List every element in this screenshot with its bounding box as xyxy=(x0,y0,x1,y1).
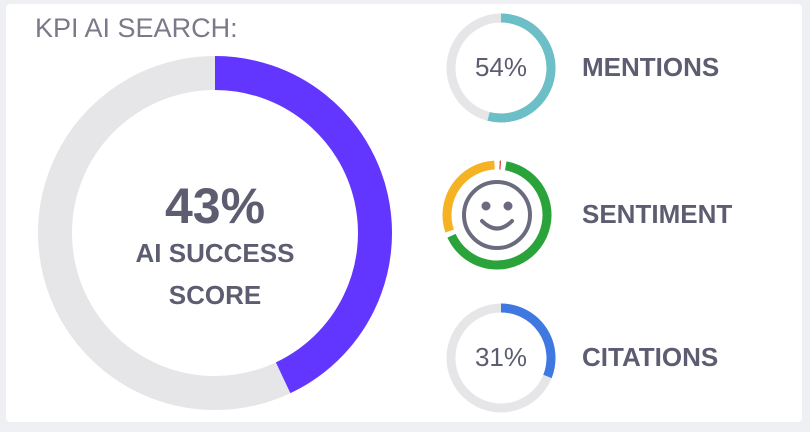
face xyxy=(462,180,532,250)
smile xyxy=(480,219,514,231)
kpi-arc xyxy=(487,13,556,123)
sentiment-segment xyxy=(447,161,552,270)
smiley-icon xyxy=(462,180,532,250)
score-label: SCORE xyxy=(169,280,261,310)
kpi-label: CITATIONS xyxy=(582,342,718,372)
card xyxy=(6,4,802,422)
kpi-value: 54% xyxy=(475,52,527,82)
kpi-label: MENTIONS xyxy=(582,52,719,82)
score-label: AI SUCCESS xyxy=(136,238,295,268)
kpi-arc xyxy=(500,303,556,379)
eye xyxy=(481,201,491,211)
score-arc xyxy=(214,56,392,394)
kpi-value: 31% xyxy=(475,342,527,372)
kpi-label: SENTIMENT xyxy=(582,199,732,229)
score-value: 43% xyxy=(165,178,265,234)
eye xyxy=(503,201,513,211)
sentiment-segment xyxy=(442,160,495,233)
title: KPI AI SEARCH: xyxy=(35,13,238,43)
